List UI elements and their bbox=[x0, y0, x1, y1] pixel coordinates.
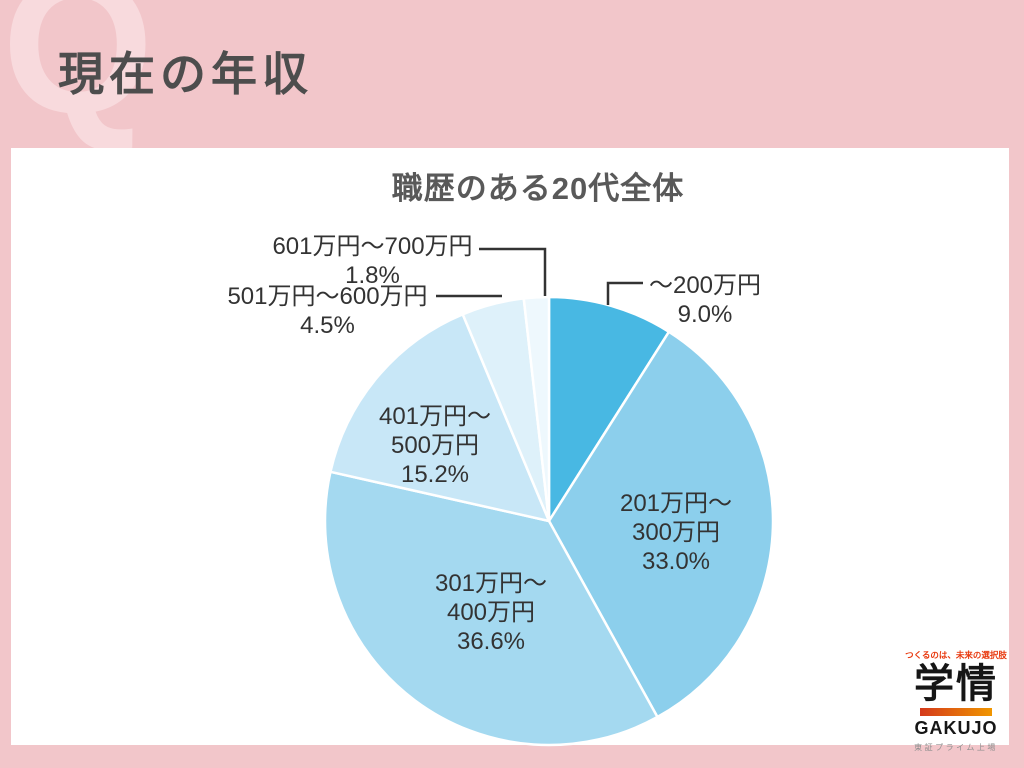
pie-label-601-700: 601万円〜700万円 1.8% bbox=[270, 232, 475, 290]
pie-label-401-500: 401万円〜 500万円 15.2% bbox=[351, 402, 519, 489]
logo-tagline: つくるのは、未来の選択肢 bbox=[905, 650, 1007, 660]
pie-label-text: 301万円〜 bbox=[434, 570, 548, 597]
pie-slice-0 bbox=[547, 295, 671, 523]
logo-name-kanji: 学情 bbox=[914, 662, 998, 706]
pie-label-text: 400万円 bbox=[446, 599, 536, 626]
pie-label-percent: 36.6% bbox=[456, 628, 526, 655]
pie-label-text: 401万円〜 bbox=[378, 403, 492, 430]
pie-label-text: 201万円〜 bbox=[619, 490, 733, 517]
pie-slice-2 bbox=[323, 470, 659, 747]
pie-label-percent: 4.5% bbox=[300, 312, 355, 339]
pie-slice-5 bbox=[522, 295, 551, 523]
chart-title: 職歴のある20代全体 bbox=[391, 171, 685, 206]
callout-line-601-700 bbox=[479, 247, 547, 296]
pie-label-text: 300万円 bbox=[631, 519, 721, 546]
pie-label-percent: 33.0% bbox=[641, 548, 711, 575]
pie-slices bbox=[323, 295, 775, 747]
page-title: 現在の年収 bbox=[58, 48, 313, 100]
pie-label-text: 601万円〜700万円 bbox=[272, 233, 473, 260]
logo-listing-text: 東証プライム上場 bbox=[914, 743, 998, 752]
pie-label-text: 501万円〜600万円 bbox=[227, 283, 428, 310]
pie-label-percent: 15.2% bbox=[400, 461, 470, 488]
pie-label-text: 〜200万円 bbox=[648, 272, 762, 299]
gakujo-logo: つくるのは、未来の選択肢 学情 GAKUJO 東証プライム上場 bbox=[905, 649, 1007, 753]
pie-label-text: 500万円 bbox=[390, 432, 480, 459]
q-watermark: Q bbox=[2, 0, 154, 154]
pie-label-301-400: 301万円〜 400万円 36.6% bbox=[407, 569, 575, 656]
pie-slice-3 bbox=[329, 313, 551, 523]
pie-label-201-300: 201万円〜 300万円 33.0% bbox=[592, 489, 760, 576]
pie-label-percent: 9.0% bbox=[677, 301, 733, 328]
pie-label-under-200: 〜200万円 9.0% bbox=[625, 271, 785, 329]
pie-label-501-600: 501万円〜600万円 4.5% bbox=[225, 282, 430, 340]
pie-label-percent: 1.8% bbox=[345, 262, 400, 289]
callout-line-200 bbox=[606, 281, 643, 305]
logo-gradient-bar bbox=[920, 708, 992, 716]
logo-name-english: GAKUJO bbox=[914, 718, 998, 738]
